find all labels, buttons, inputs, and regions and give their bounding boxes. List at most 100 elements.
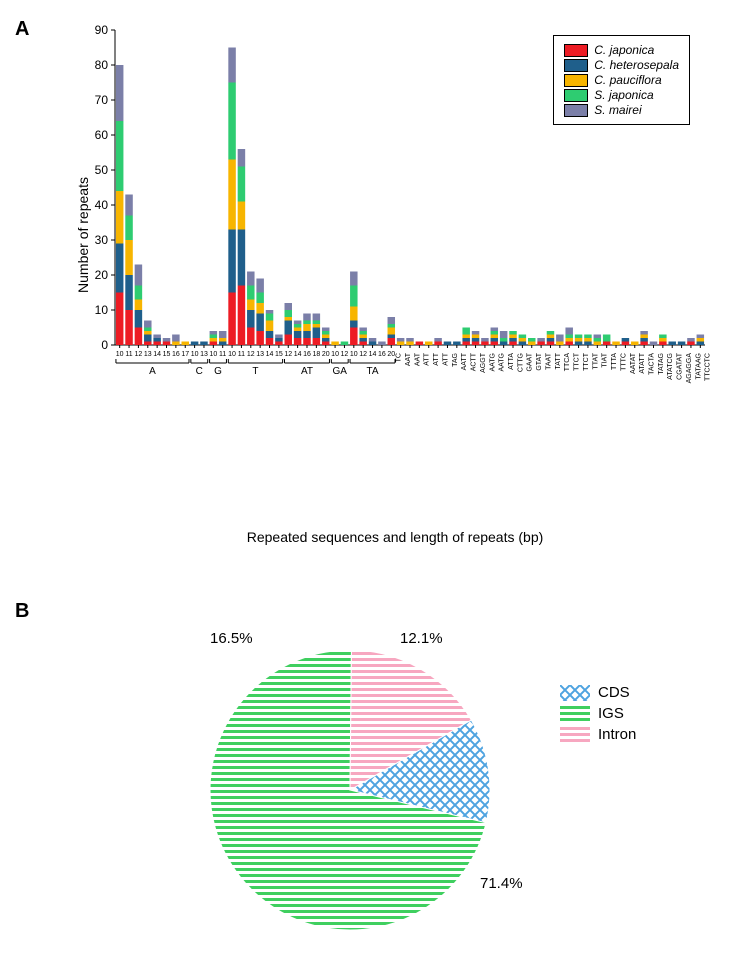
bar-segment	[640, 342, 647, 346]
bar-segment	[303, 321, 310, 325]
panel-b-label: B	[15, 600, 29, 623]
bar-segment	[247, 310, 254, 328]
panel-a-legend: C. japonicaC. heterosepalaC. paucifloraS…	[553, 35, 690, 125]
svg-text:ATATT: ATATT	[639, 352, 646, 373]
svg-text:14: 14	[153, 351, 161, 358]
bar-segment	[125, 275, 132, 310]
legend-item: S. mairei	[564, 103, 679, 117]
svg-text:11: 11	[219, 351, 226, 358]
bar-segment	[238, 149, 245, 167]
svg-text:AAT: AAT	[405, 352, 412, 366]
bar-segment	[594, 335, 601, 339]
svg-text:ATT: ATT	[442, 352, 449, 365]
bar-segment	[547, 342, 554, 346]
svg-text:G: G	[214, 366, 222, 377]
legend-item: C. heterosepala	[564, 58, 679, 72]
svg-text:17: 17	[181, 351, 189, 358]
bar-segment	[350, 286, 357, 307]
bar-segment	[163, 342, 170, 346]
svg-text:TA: TA	[367, 366, 379, 377]
svg-text:50: 50	[95, 163, 109, 177]
svg-text:30: 30	[95, 233, 109, 247]
bar-segment	[228, 230, 235, 293]
bar-segment	[256, 303, 263, 314]
bar-segment	[453, 342, 460, 346]
bar-segment	[181, 342, 188, 346]
svg-text:TATT: TATT	[555, 352, 562, 369]
svg-text:TTTA: TTTA	[611, 353, 618, 370]
bar-segment	[537, 342, 544, 346]
svg-text:A: A	[149, 366, 156, 377]
bar-segment	[285, 321, 292, 335]
bar-segment	[481, 342, 488, 346]
bar-segment	[434, 338, 441, 342]
bar-segment	[322, 338, 329, 342]
bar-segment	[266, 310, 273, 314]
y-axis-label: Number of repeats	[75, 177, 91, 293]
bar-segment	[388, 328, 395, 335]
bar-segment	[116, 293, 123, 346]
bar-segment	[537, 338, 544, 342]
legend-text: Intron	[598, 726, 636, 743]
svg-text:12: 12	[135, 351, 143, 358]
svg-text:AATT: AATT	[461, 352, 468, 370]
svg-text:20: 20	[322, 351, 330, 358]
bar-segment	[491, 338, 498, 342]
bar-segment	[285, 310, 292, 317]
svg-text:0: 0	[101, 338, 108, 352]
svg-text:10: 10	[116, 351, 124, 358]
bar-segment	[219, 338, 226, 342]
bar-segment	[397, 338, 404, 342]
bar-segment	[294, 328, 301, 332]
svg-text:C: C	[196, 366, 203, 377]
legend-swatch	[560, 727, 590, 743]
bar-segment	[322, 335, 329, 339]
bar-segment	[594, 342, 601, 346]
bar-segment	[350, 307, 357, 321]
bar-segment	[341, 342, 348, 346]
bar-segment	[294, 331, 301, 338]
bar-segment	[172, 342, 179, 346]
bar-segment	[210, 335, 217, 339]
svg-text:AT: AT	[301, 366, 313, 377]
svg-text:11: 11	[238, 351, 245, 358]
panel-a-chart: 0102030405060708090101112131415161710131…	[80, 20, 710, 450]
bar-segment	[135, 286, 142, 300]
bar-segment	[238, 286, 245, 346]
bar-segment	[434, 342, 441, 346]
bar-segment	[462, 342, 469, 346]
panel-a-label: A	[15, 18, 29, 41]
legend-item: Intron	[560, 726, 636, 743]
bar-segment	[144, 335, 151, 342]
svg-text:T: T	[252, 366, 258, 377]
bar-segment	[144, 321, 151, 328]
svg-text:AGGT: AGGT	[480, 352, 487, 373]
svg-text:12: 12	[247, 351, 255, 358]
bar-segment	[294, 321, 301, 325]
bar-segment	[210, 331, 217, 335]
bar-segment	[247, 300, 254, 311]
legend-swatch	[564, 104, 588, 117]
bar-segment	[472, 342, 479, 346]
svg-text:70: 70	[95, 93, 109, 107]
bar-segment	[528, 338, 535, 342]
svg-text:TTAT: TTAT	[592, 352, 599, 369]
svg-text:AATG: AATG	[499, 353, 506, 372]
bar-segment	[135, 328, 142, 346]
bar-segment	[547, 331, 554, 335]
bar-segment	[519, 335, 526, 339]
bar-segment	[650, 342, 657, 346]
bar-segment	[285, 317, 292, 321]
bar-segment	[275, 338, 282, 342]
bar-segment	[359, 328, 366, 332]
svg-text:TTCT: TTCT	[574, 352, 581, 371]
legend-text: C. japonica	[594, 43, 654, 57]
bar-segment	[622, 342, 629, 346]
bar-segment	[247, 328, 254, 346]
bar-segment	[388, 317, 395, 324]
svg-text:TACTA: TACTA	[648, 353, 655, 375]
bar-segment	[116, 191, 123, 244]
svg-text:13: 13	[200, 351, 208, 358]
bar-segment	[678, 342, 685, 346]
bar-segment	[640, 338, 647, 342]
